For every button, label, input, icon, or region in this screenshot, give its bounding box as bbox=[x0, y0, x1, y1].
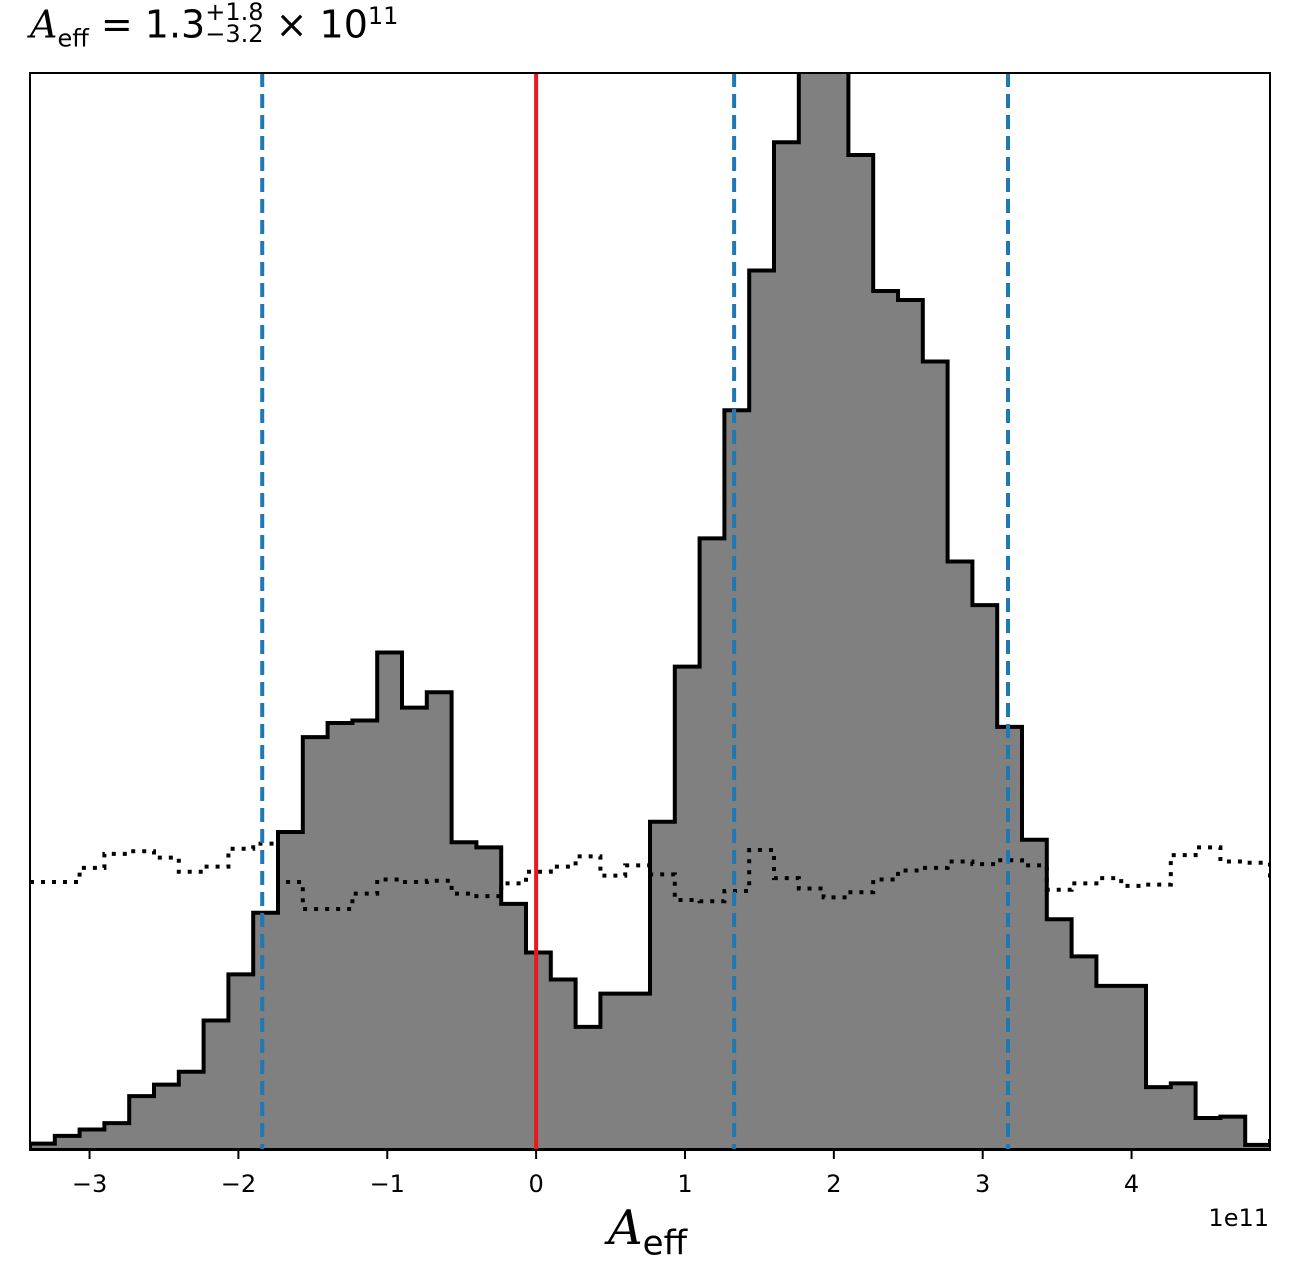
x-tick-label: 3 bbox=[975, 1170, 990, 1198]
posterior-bar bbox=[451, 842, 477, 1150]
posterior-bar bbox=[724, 410, 750, 1150]
posterior-bar bbox=[402, 707, 428, 1150]
posterior-bar bbox=[1195, 1117, 1221, 1150]
posterior-bar bbox=[972, 605, 998, 1150]
posterior-bar bbox=[600, 993, 626, 1150]
x-axis-label-symbol: A bbox=[608, 1200, 643, 1256]
posterior-bar bbox=[352, 720, 378, 1150]
title-symbol: A bbox=[30, 2, 58, 47]
tick-layer: −3 −2 −1 0 1 2 3 4 bbox=[72, 1150, 1139, 1198]
posterior-bar bbox=[79, 1129, 105, 1150]
posterior-bar bbox=[898, 299, 924, 1150]
posterior-bar bbox=[377, 652, 403, 1150]
posterior-bar bbox=[302, 737, 329, 1150]
posterior-bar bbox=[54, 1135, 81, 1150]
x-axis-offset-text: 1e11 bbox=[1208, 1204, 1269, 1232]
posterior-bar bbox=[1270, 1141, 1289, 1150]
posterior-bar bbox=[798, 73, 825, 1150]
posterior-bar bbox=[203, 1020, 229, 1150]
posterior-bar bbox=[327, 723, 353, 1150]
posterior-bar bbox=[922, 361, 949, 1150]
posterior-bar bbox=[253, 912, 279, 1150]
posterior-bar bbox=[625, 993, 651, 1150]
title-equals: = bbox=[100, 2, 133, 47]
posterior-bar bbox=[947, 561, 973, 1150]
title-times: × bbox=[275, 2, 308, 47]
posterior-bar bbox=[501, 903, 527, 1150]
posterior-bar bbox=[1220, 1116, 1246, 1150]
posterior-bar bbox=[774, 142, 800, 1150]
x-tick-label: 4 bbox=[1124, 1170, 1139, 1198]
x-tick-label: 1 bbox=[677, 1170, 692, 1198]
posterior-bar bbox=[873, 290, 899, 1150]
posterior-bar bbox=[1046, 919, 1073, 1150]
posterior-bar bbox=[550, 979, 577, 1150]
posterior-bar bbox=[823, 73, 849, 1150]
posterior-bar bbox=[104, 1123, 130, 1150]
posterior-bar bbox=[674, 666, 701, 1150]
title-base: 10 bbox=[319, 2, 368, 47]
posterior-bar bbox=[1071, 956, 1097, 1150]
posterior-bar bbox=[1096, 985, 1122, 1150]
posterior-bar bbox=[1121, 985, 1147, 1150]
posterior-bar bbox=[129, 1096, 155, 1150]
posterior-bar bbox=[30, 1143, 56, 1150]
posterior-bar bbox=[699, 538, 725, 1150]
title-upper: +1.8 bbox=[205, 0, 264, 27]
posterior-bar bbox=[526, 952, 552, 1150]
posterior-bar bbox=[575, 1026, 601, 1150]
posterior-bar bbox=[1170, 1083, 1197, 1150]
title-errors: +1.8 −3.2 bbox=[205, 0, 264, 49]
x-tick-label: 2 bbox=[826, 1170, 841, 1198]
title-subscript: eff bbox=[57, 24, 89, 53]
posterior-bar bbox=[278, 832, 304, 1150]
posterior-bar bbox=[749, 270, 775, 1150]
posterior-bar bbox=[1146, 1087, 1172, 1150]
posterior-bar bbox=[154, 1084, 180, 1150]
posterior-bar bbox=[476, 847, 502, 1150]
x-tick-label: −3 bbox=[72, 1170, 107, 1198]
posterior-bar bbox=[848, 155, 874, 1150]
posterior-bar bbox=[1022, 839, 1048, 1150]
chart-title: Aeff = 1.3 +1.8 −3.2 × 1011 bbox=[30, 0, 399, 53]
posterior-bar bbox=[650, 821, 676, 1150]
plot-layer bbox=[29, 72, 1289, 1151]
posterior-bar bbox=[228, 974, 254, 1150]
posterior-bar bbox=[178, 1071, 205, 1150]
x-tick-label: −2 bbox=[221, 1170, 256, 1198]
posterior-outline bbox=[30, 73, 1270, 1150]
title-lower: −3.2 bbox=[205, 20, 264, 49]
x-tick-label: 0 bbox=[528, 1170, 543, 1198]
x-axis-label: Aeff bbox=[608, 1200, 687, 1264]
posterior-bar bbox=[426, 692, 453, 1150]
plot-frame bbox=[29, 72, 1271, 1151]
x-tick-label: −1 bbox=[370, 1170, 405, 1198]
prior-step-line bbox=[30, 841, 1270, 911]
x-axis-label-subscript: eff bbox=[642, 1223, 688, 1264]
title-exponent: 11 bbox=[367, 2, 399, 30]
title-median: 1.3 bbox=[144, 2, 206, 47]
posterior-bar bbox=[1245, 1144, 1270, 1150]
